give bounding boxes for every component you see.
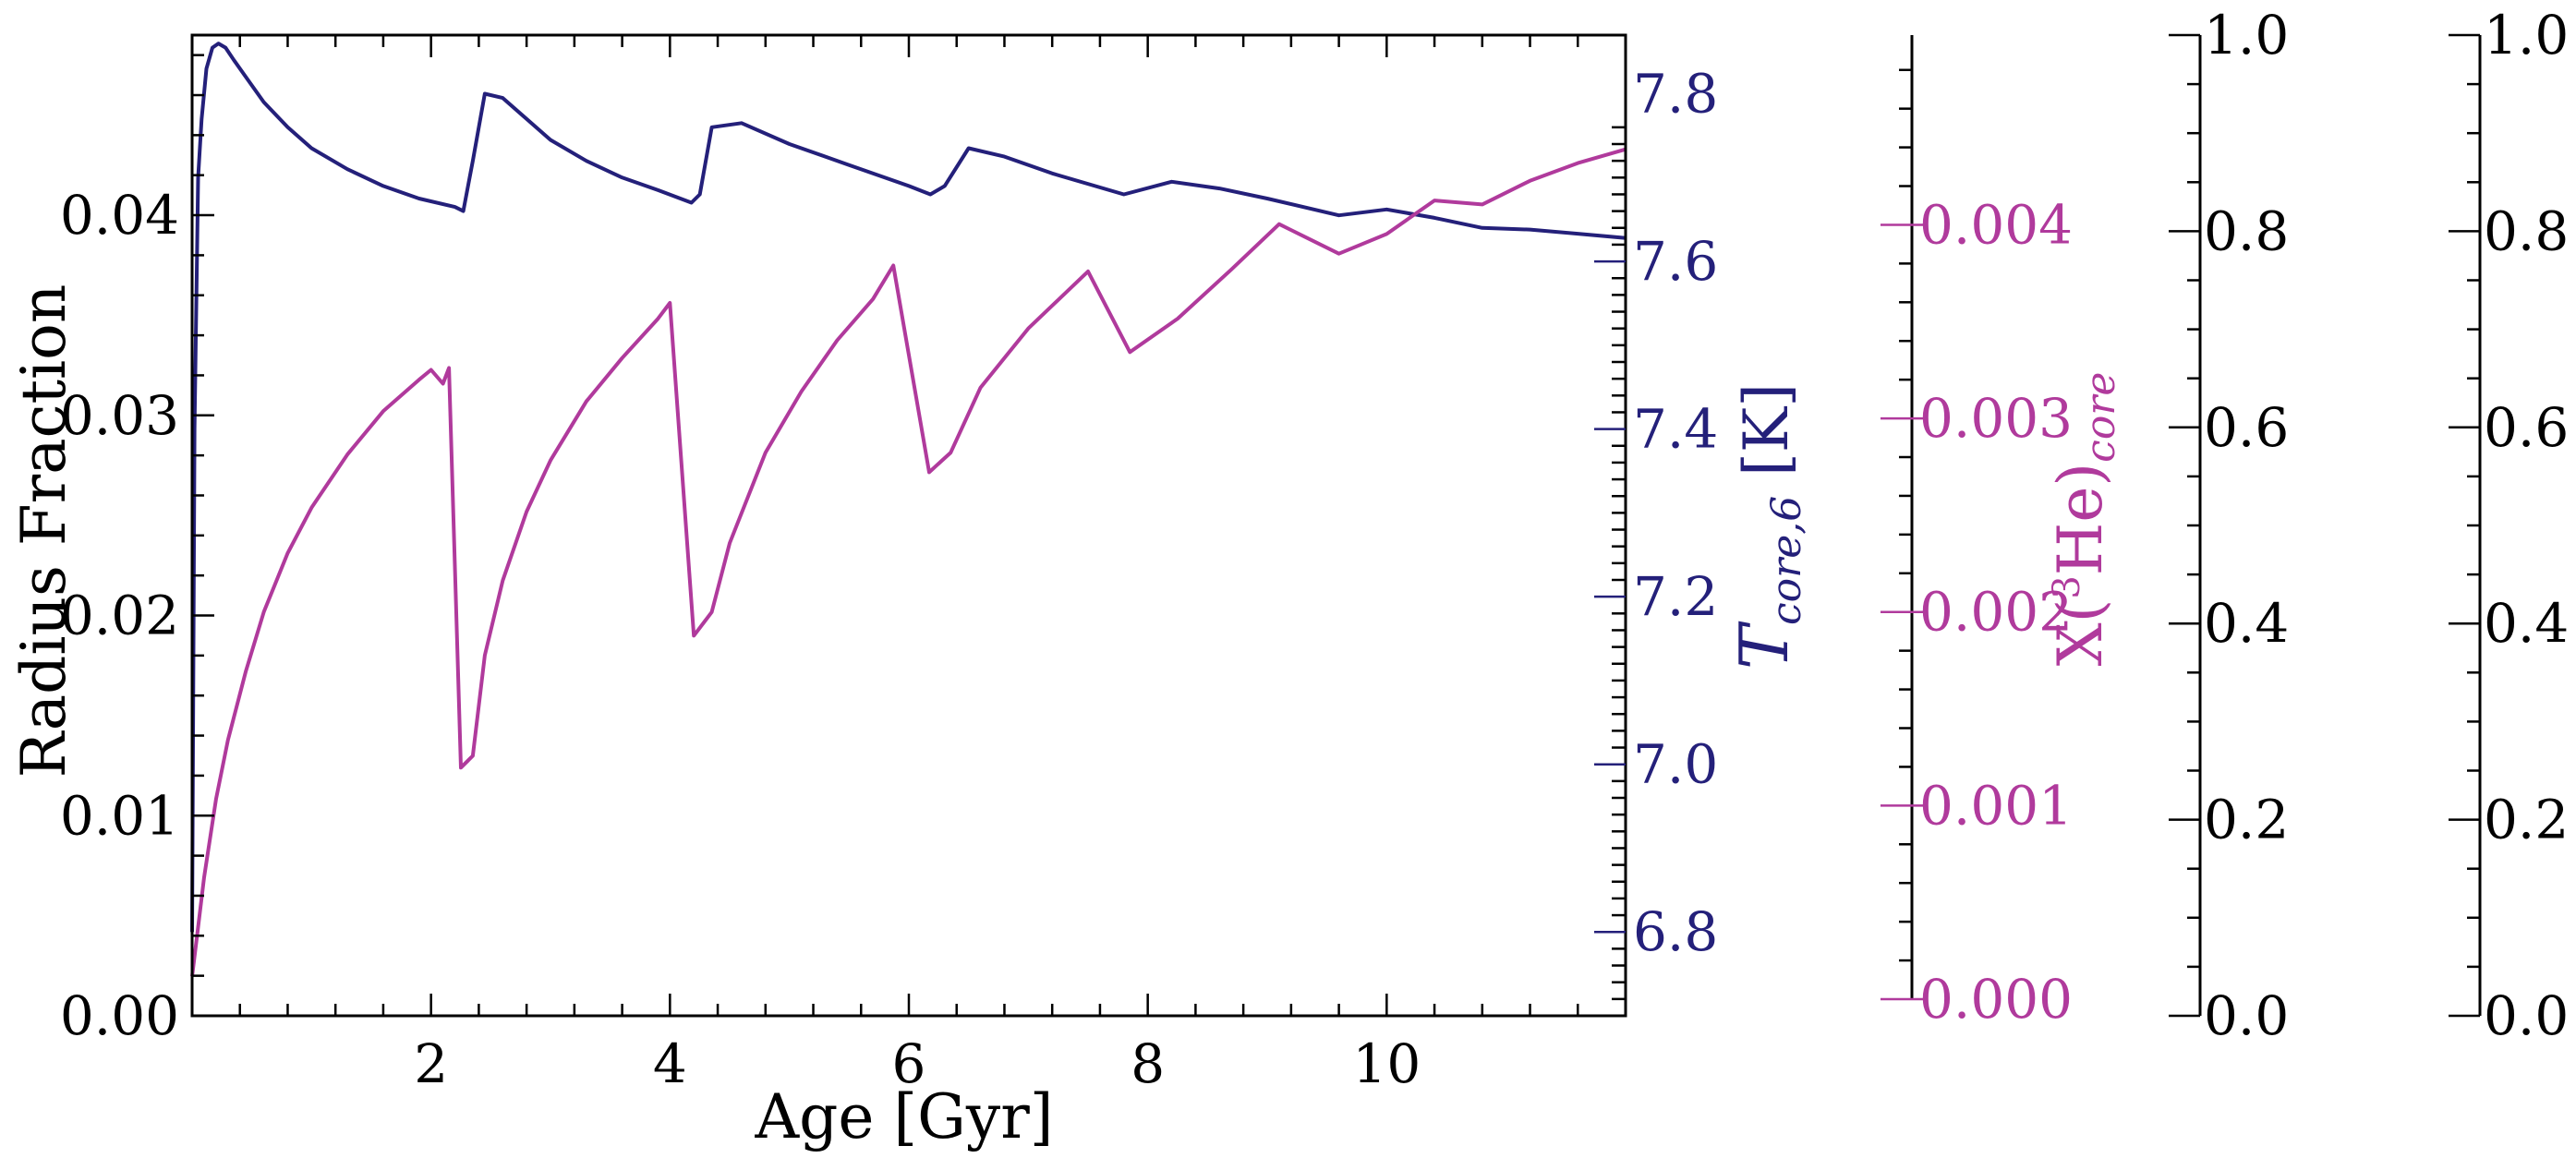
he3-tick-label: 0.004 <box>1919 193 2073 256</box>
plot-area <box>190 42 1627 977</box>
extra2-tick-label: 0.6 <box>2484 396 2569 459</box>
tcore-tick-label: 7.4 <box>1633 398 1718 461</box>
he3-tick-label: 0.003 <box>1919 387 2073 450</box>
left-axis-title: Radius Fraction <box>8 284 79 778</box>
he3-title-superscript: 3 <box>2046 575 2088 598</box>
tcore-title-subscript: core,6 <box>1763 496 1810 625</box>
he3-tick-label: 0.002 <box>1919 581 2073 644</box>
he3-axis-title: X(3He)core <box>2045 372 2124 667</box>
tcore-tick-label: 7.8 <box>1633 63 1718 126</box>
he3-title-subscript: core <box>2077 372 2124 463</box>
series-line-he3 <box>190 147 1627 977</box>
plot-frame <box>190 33 1627 1018</box>
extra2-tick-label: 0.0 <box>2484 984 2569 1047</box>
extra1-tick-label: 0.0 <box>2204 984 2289 1047</box>
x-tick-label: 2 <box>414 1032 448 1095</box>
x-tick-label: 6 <box>892 1032 926 1095</box>
extra2-tick-label: 0.8 <box>2484 199 2569 262</box>
tcore-tick-label: 7.6 <box>1633 230 1718 293</box>
extra1-tick-label: 0.6 <box>2204 396 2289 459</box>
he3-tick-label: 0.000 <box>1919 968 2073 1031</box>
extra2-tick-label: 0.2 <box>2484 789 2569 851</box>
left-tick-label: 0.00 <box>60 984 179 1047</box>
extra1-tick-label: 1.0 <box>2204 4 2289 66</box>
extra1-tick-label: 0.4 <box>2204 592 2289 655</box>
extra1-tick-label: 0.2 <box>2204 789 2289 851</box>
x-tick-label: 4 <box>653 1032 687 1095</box>
extra2-tick-label: 0.4 <box>2484 592 2569 655</box>
tcore-tick-label: 7.0 <box>1633 733 1718 796</box>
left-tick-label: 0.02 <box>60 585 179 647</box>
extra1-tick-label: 0.8 <box>2204 199 2289 262</box>
left-tick-label: 0.04 <box>60 184 179 247</box>
series-line-tcore <box>190 42 1627 933</box>
he3-title-prefix: X( <box>2045 599 2116 667</box>
x-tick-label: 10 <box>1352 1032 1421 1095</box>
tcore-axis-title: Tcore,6 [K] <box>1725 383 1810 669</box>
tcore-title-symbol: T <box>1725 621 1803 669</box>
he3-tick-label: 0.001 <box>1919 774 2073 837</box>
tcore-tick-label: 6.8 <box>1633 900 1718 963</box>
x-axis-title: Age [Gyr] <box>754 1081 1053 1152</box>
left-tick-label: 0.03 <box>60 384 179 447</box>
tcore-tick-label: 7.2 <box>1633 565 1718 628</box>
tcore-title-unit: [K] <box>1731 383 1802 496</box>
he3-title-element: He) <box>2045 463 2116 575</box>
x-tick-label: 8 <box>1131 1032 1165 1095</box>
extra2-tick-label: 1.0 <box>2484 4 2569 66</box>
left-tick-label: 0.01 <box>60 784 179 847</box>
